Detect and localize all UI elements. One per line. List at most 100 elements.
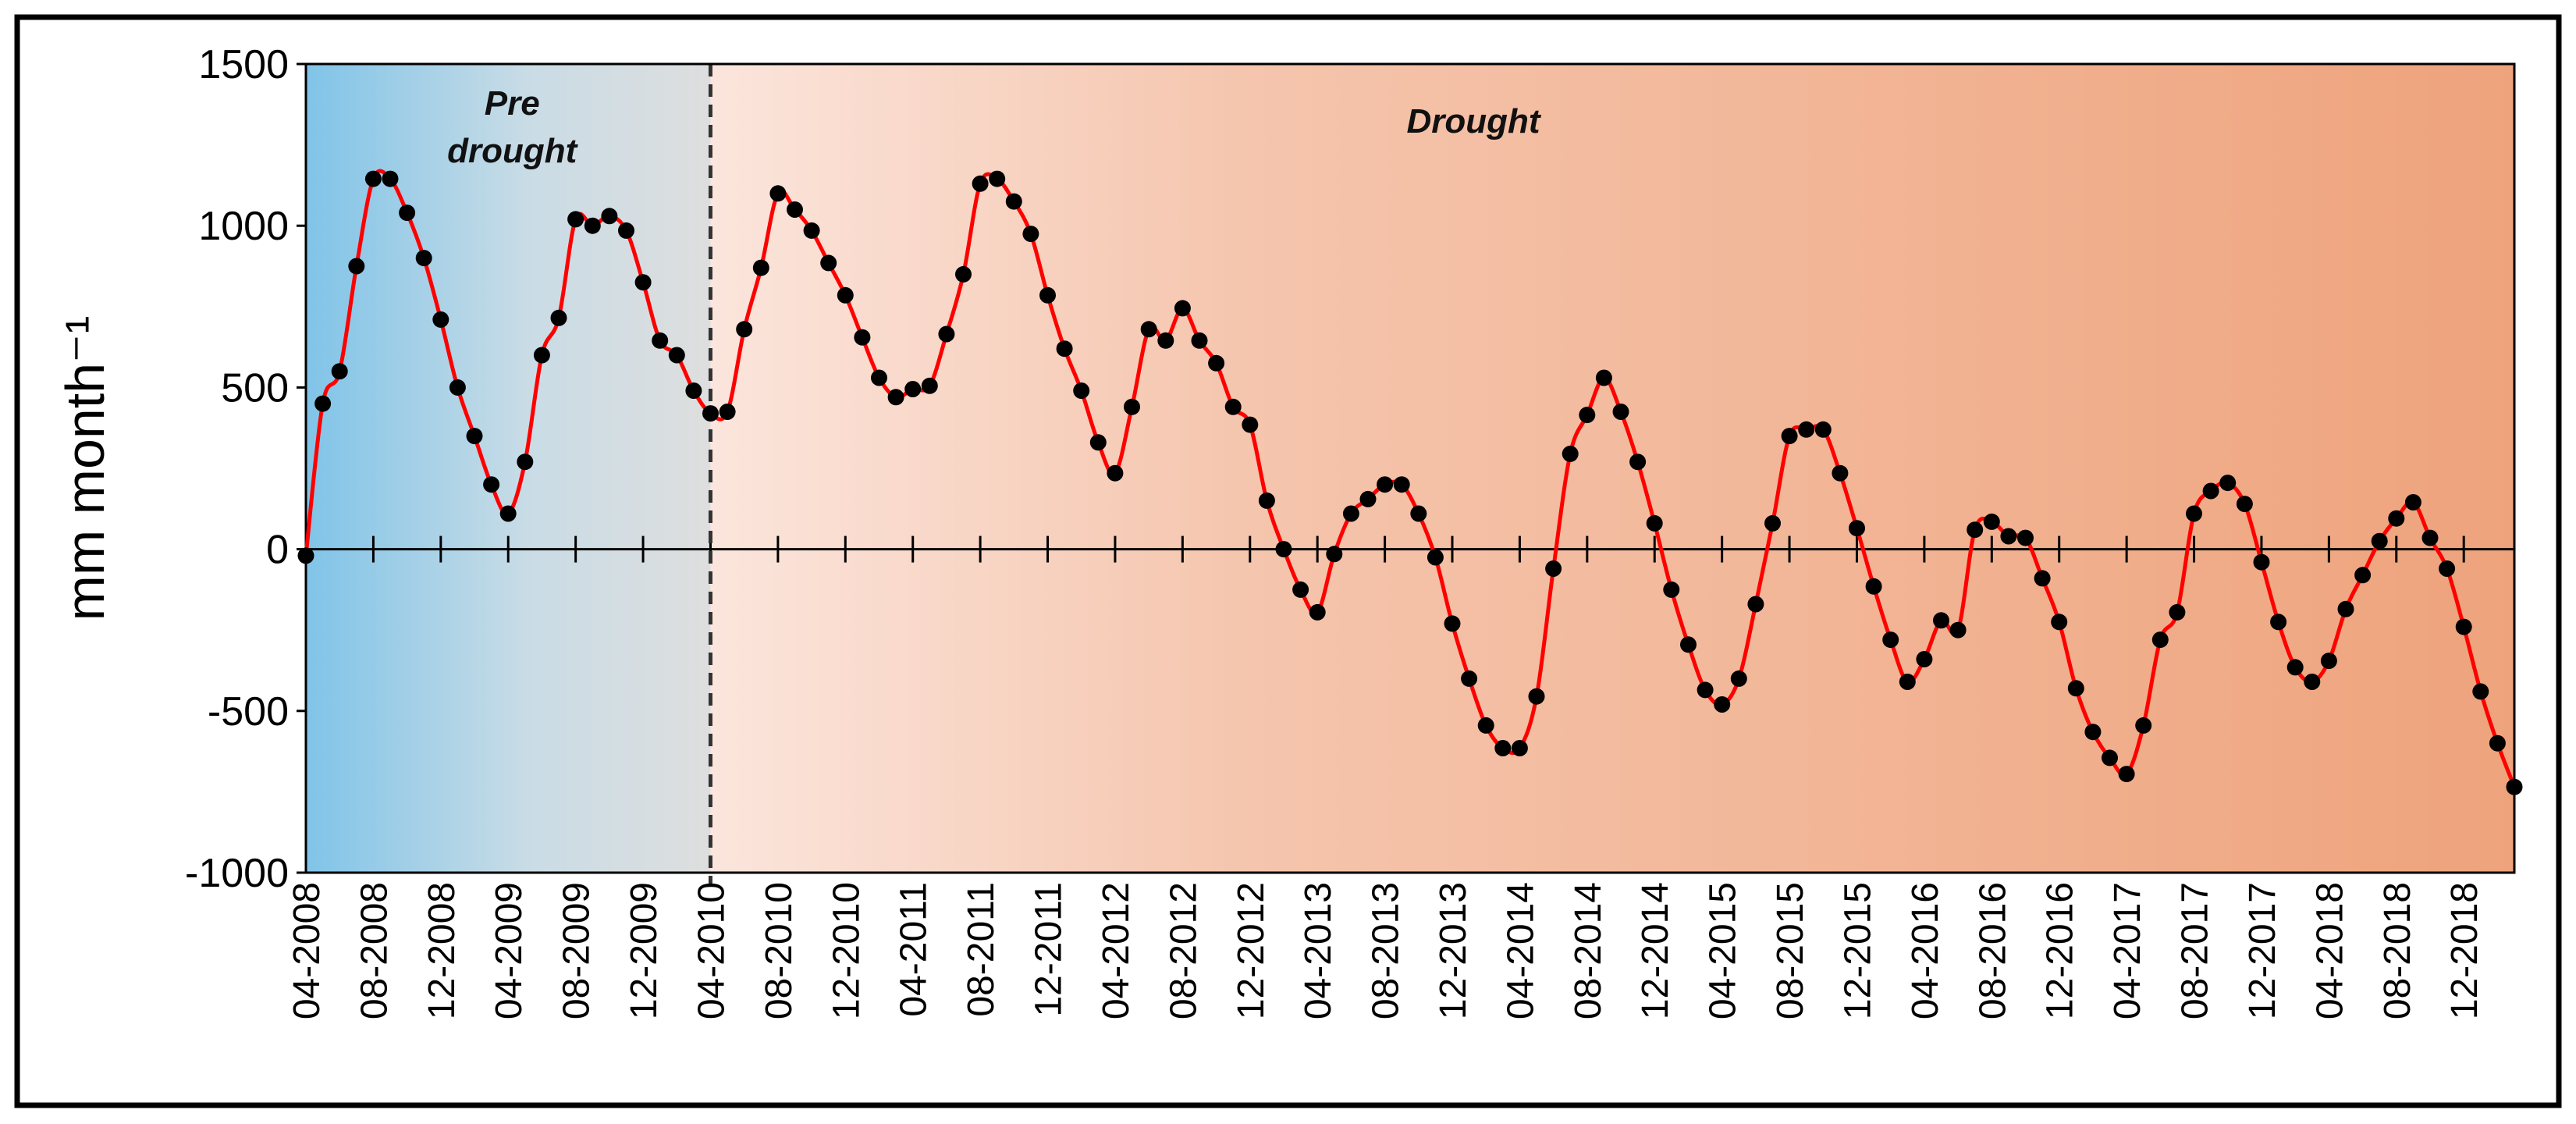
- data-point: [2186, 505, 2202, 522]
- data-point: [2017, 529, 2034, 546]
- data-point: [2388, 510, 2405, 527]
- x-tick-label: 04-2015: [1703, 882, 1744, 1019]
- data-point: [1899, 674, 1916, 690]
- x-tick-label: 08-2016: [1972, 882, 2013, 1019]
- data-point: [972, 175, 989, 192]
- data-point: [2135, 717, 2152, 734]
- data-point: [1410, 505, 1427, 522]
- data-point: [1798, 421, 1815, 438]
- data-point: [1865, 578, 1882, 595]
- data-point: [989, 170, 1006, 187]
- data-point: [668, 347, 685, 364]
- data-point: [1562, 445, 1579, 462]
- data-point: [1579, 407, 1596, 424]
- data-point: [483, 476, 500, 493]
- x-tick-label: 12-2009: [624, 882, 665, 1019]
- x-tick-label: 04-2012: [1096, 882, 1137, 1019]
- data-point: [1714, 696, 1731, 713]
- data-point: [449, 379, 466, 396]
- data-point: [1612, 404, 1629, 420]
- data-point: [1697, 681, 1714, 699]
- x-tick-label: 04-2009: [489, 882, 530, 1019]
- data-point: [1680, 636, 1697, 653]
- x-tick-label: 12-2018: [2444, 882, 2485, 1019]
- data-point: [499, 505, 517, 522]
- data-point: [2000, 528, 2017, 545]
- y-tick-label: 1000: [198, 204, 289, 249]
- data-point: [1393, 476, 1410, 493]
- data-point: [1022, 226, 1039, 243]
- x-tick-label: 08-2014: [1568, 882, 1609, 1019]
- y-axis-title: mm month⁻¹: [55, 316, 115, 621]
- data-point: [1427, 549, 1444, 566]
- x-tick-label: 04-2018: [2309, 882, 2350, 1019]
- data-point: [2421, 529, 2439, 546]
- data-point: [1764, 514, 1781, 532]
- data-point: [1292, 581, 1309, 598]
- data-point: [2151, 631, 2169, 649]
- data-point: [1309, 603, 1326, 621]
- x-tick-label: 04-2011: [894, 882, 935, 1017]
- x-tick-label: 04-2016: [1905, 882, 1946, 1019]
- data-point: [2102, 749, 2118, 767]
- data-point: [1545, 560, 1562, 577]
- data-point: [1477, 717, 1494, 734]
- data-point: [1663, 581, 1680, 598]
- x-tick-label: 12-2012: [1231, 882, 1272, 1019]
- x-tick-label: 12-2010: [826, 882, 867, 1019]
- data-point: [1528, 688, 1545, 705]
- data-point: [1224, 398, 1242, 415]
- x-tick-label: 12-2014: [1635, 882, 1676, 1019]
- x-axis-ticks: [304, 535, 2465, 563]
- x-tick-label: 04-2010: [691, 882, 732, 1019]
- y-axis-ticks: 1500 1000 500 0 -500 -1000: [185, 42, 306, 896]
- data-point: [466, 428, 483, 445]
- pre-drought-label-line-1: Pre: [485, 84, 540, 123]
- data-point: [871, 369, 887, 386]
- data-point: [1629, 454, 1647, 471]
- data-point: [2219, 475, 2237, 492]
- data-point: [2489, 735, 2506, 752]
- data-point: [1781, 428, 1798, 445]
- data-point: [415, 250, 432, 267]
- data-point: [517, 454, 534, 471]
- data-point: [1494, 740, 1512, 756]
- data-point: [567, 211, 584, 228]
- data-point: [1377, 476, 1394, 493]
- data-point: [2051, 614, 2068, 631]
- drought-label: Drought: [1406, 102, 1541, 140]
- data-point: [533, 347, 550, 364]
- data-point: [2404, 494, 2421, 510]
- y-tick-label: 1500: [198, 42, 289, 87]
- data-point: [1814, 421, 1832, 438]
- data-point: [618, 222, 634, 239]
- data-point: [652, 332, 669, 349]
- data-point: [938, 325, 955, 343]
- data-point: [432, 311, 449, 328]
- data-point: [1191, 332, 1208, 349]
- data-point: [1242, 416, 1259, 433]
- x-tick-label: 04-2017: [2107, 882, 2148, 1019]
- data-point: [1882, 631, 1899, 649]
- x-tick-label: 08-2011: [961, 882, 1002, 1017]
- data-point: [921, 377, 938, 394]
- data-point: [1089, 434, 1107, 451]
- x-tick-label: 12-2016: [2040, 882, 2081, 1019]
- data-point: [2472, 683, 2489, 700]
- data-point: [1747, 596, 1764, 613]
- data-point: [1174, 300, 1191, 317]
- x-tick-label: 08-2008: [354, 882, 395, 1019]
- data-point: [1359, 490, 1377, 507]
- data-point: [1056, 340, 1073, 357]
- data-point: [854, 329, 871, 346]
- data-point: [1005, 193, 1022, 210]
- x-tick-label: 12-2015: [1837, 882, 1878, 1019]
- x-tick-label: 12-2013: [1433, 882, 1474, 1019]
- data-point: [1326, 546, 1343, 563]
- data-point: [2506, 778, 2523, 795]
- data-point: [2455, 618, 2472, 635]
- x-tick-label: 08-2013: [1366, 882, 1407, 1019]
- data-point: [1967, 521, 1984, 539]
- data-point: [685, 382, 702, 399]
